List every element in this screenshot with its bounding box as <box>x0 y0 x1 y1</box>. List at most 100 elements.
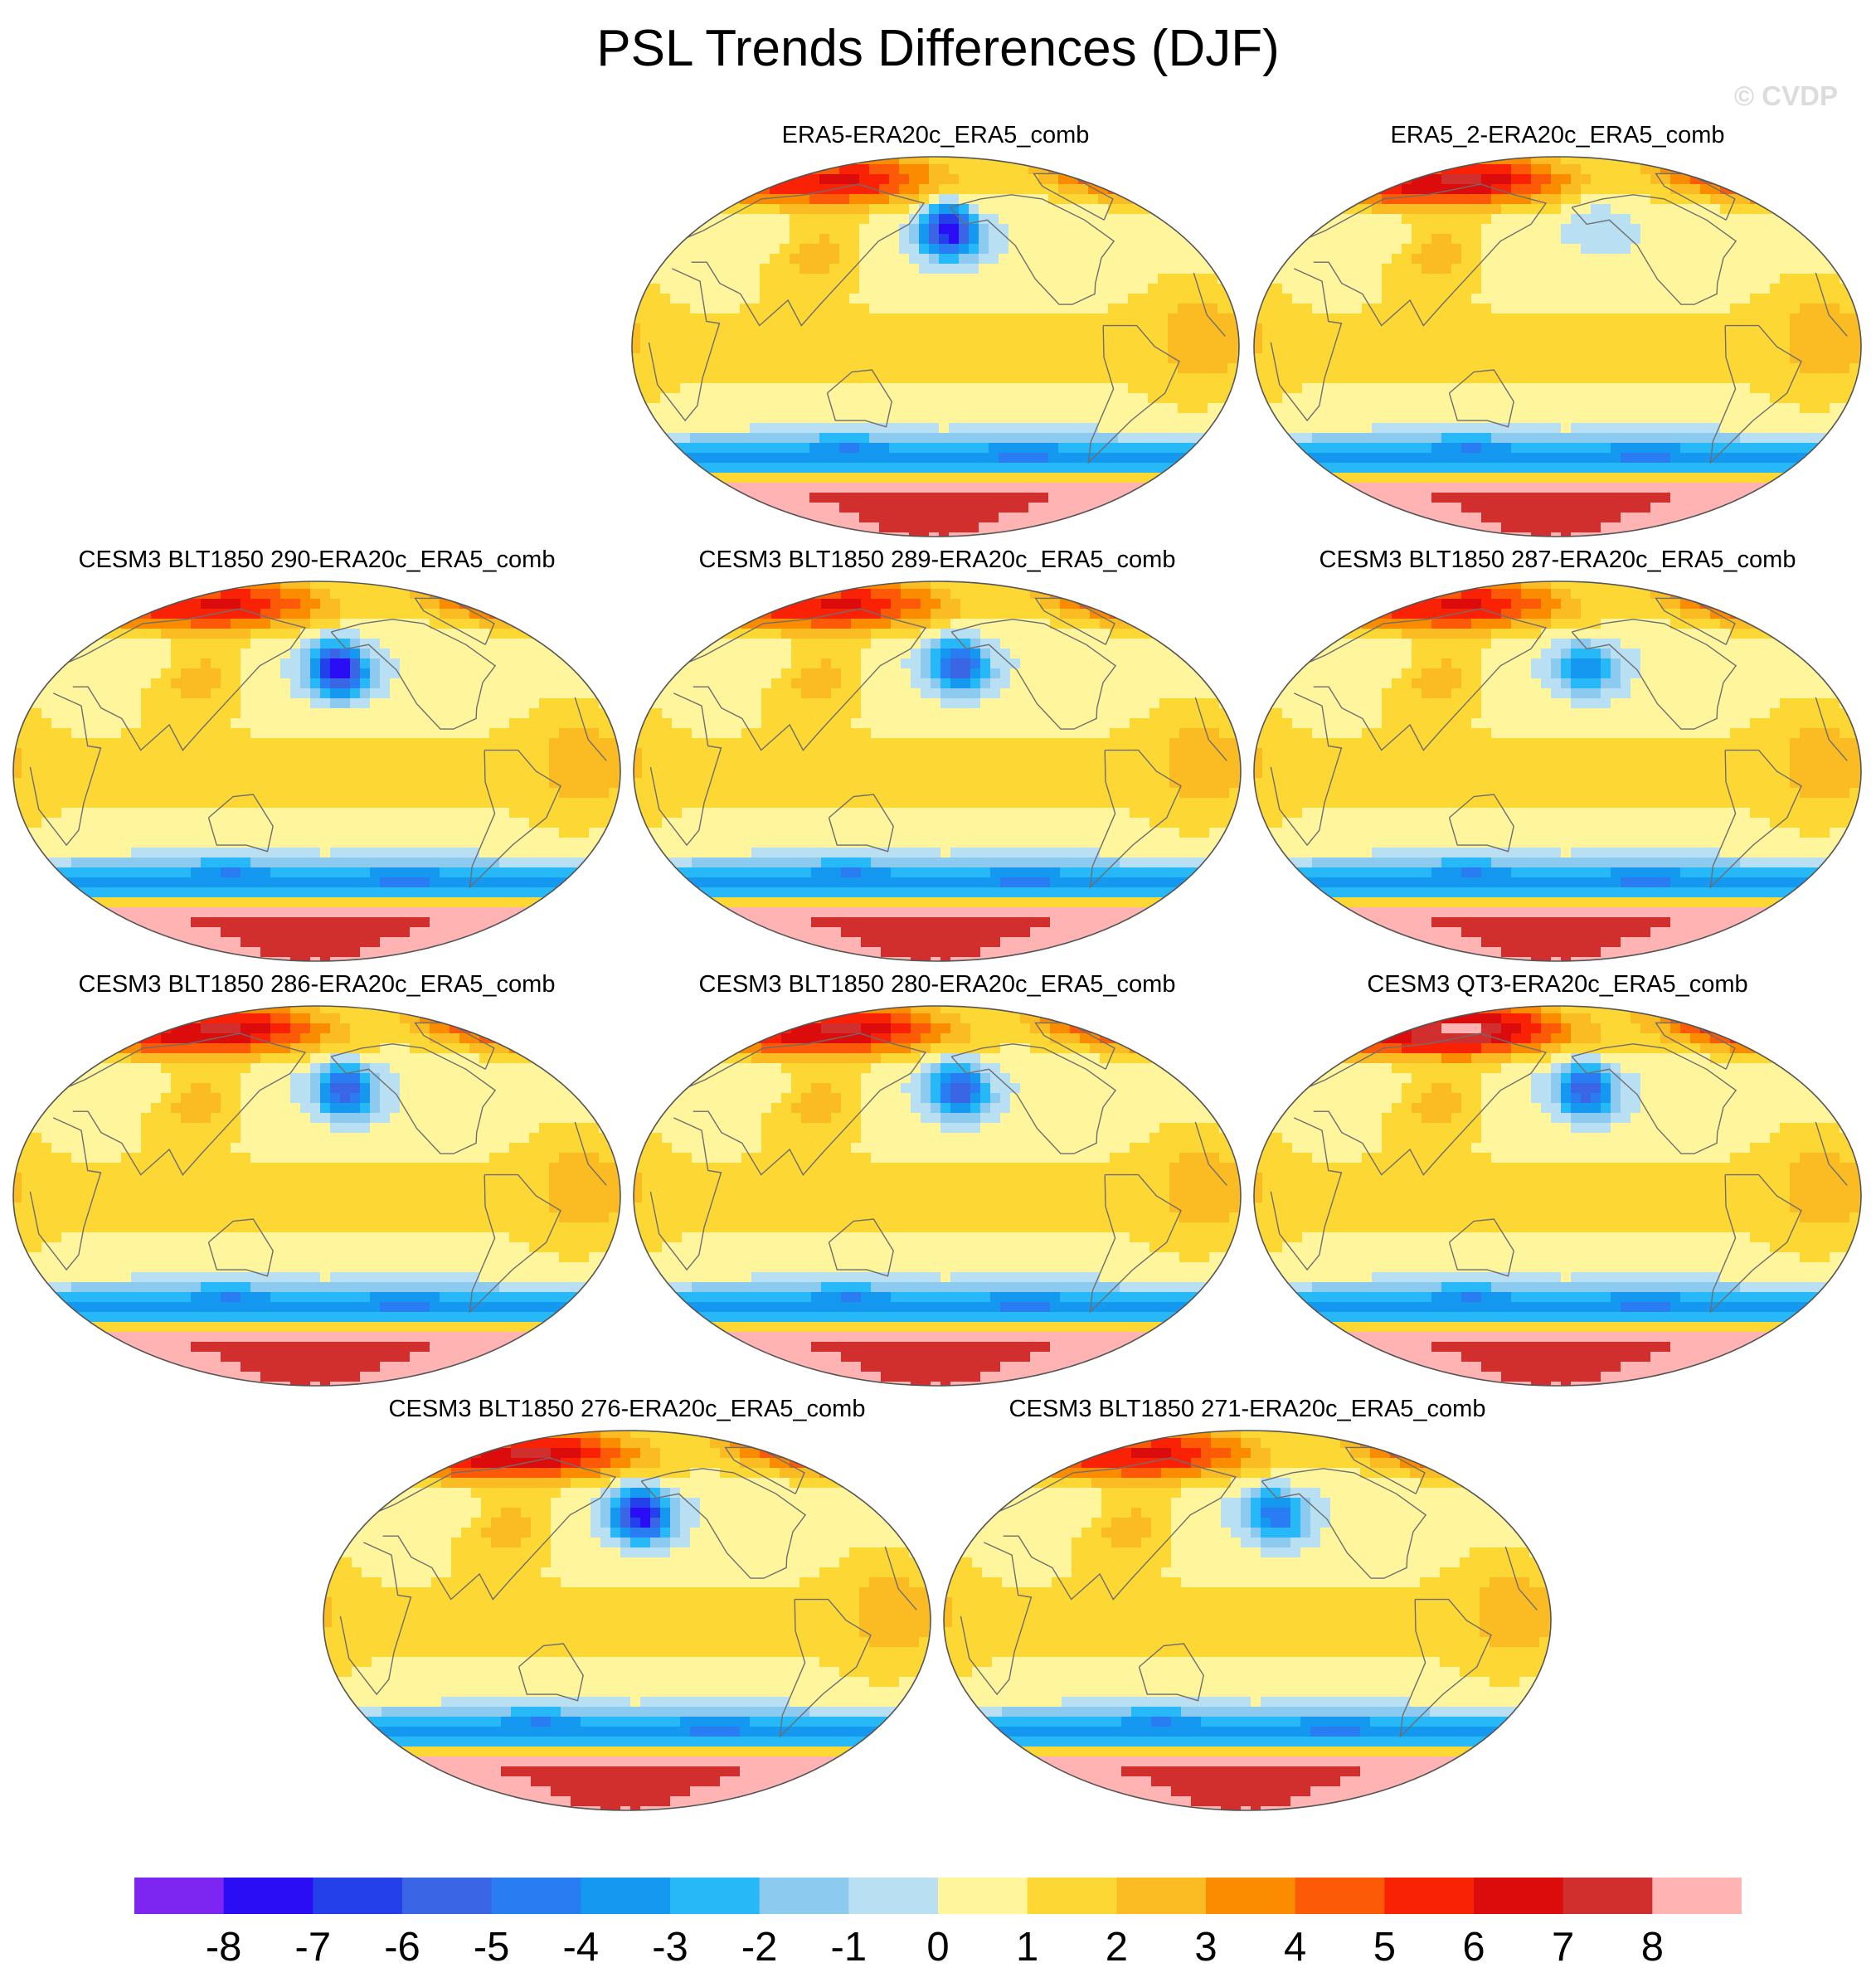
field-cell <box>809 443 820 454</box>
field-cell <box>231 728 241 739</box>
field-cell <box>959 274 970 284</box>
field-cell <box>1198 423 1208 434</box>
field-cell <box>370 589 381 600</box>
field-cell <box>300 581 311 590</box>
field-cell <box>589 698 600 709</box>
field-cell <box>1640 174 1651 185</box>
field-cell <box>989 463 999 474</box>
field-cell <box>979 453 989 464</box>
field-cell <box>1680 343 1691 354</box>
field-cell <box>929 313 940 324</box>
field-cell <box>131 688 142 699</box>
field-cell <box>260 718 271 729</box>
field-cell <box>680 373 691 384</box>
field-cell <box>260 668 271 679</box>
field-cell <box>1810 353 1820 364</box>
field-cell <box>879 363 890 374</box>
field-cell <box>1372 224 1383 235</box>
field-cell <box>1262 363 1273 374</box>
field-cell <box>929 294 940 304</box>
field-cell <box>999 393 1009 404</box>
field-cell <box>790 234 800 245</box>
field-cell <box>1028 453 1039 464</box>
field-cell <box>1158 224 1169 235</box>
field-cell <box>101 688 112 699</box>
field-cell <box>559 768 570 779</box>
field-cell <box>280 688 291 699</box>
field-cell <box>1198 343 1208 354</box>
field-cell <box>1441 413 1452 424</box>
field-cell <box>499 678 510 689</box>
field-cell <box>191 708 202 719</box>
field-cell <box>1108 284 1119 294</box>
field-cell <box>1571 184 1582 195</box>
field-cell <box>1551 294 1562 304</box>
field-cell <box>1511 453 1522 464</box>
field-cell <box>1118 383 1129 394</box>
field-cell <box>1138 214 1149 225</box>
field-cell <box>1830 403 1840 414</box>
field-cell <box>660 264 671 274</box>
field-cell <box>1342 363 1353 374</box>
field-cell <box>1138 353 1149 364</box>
field-cell <box>1332 284 1343 294</box>
field-cell <box>1272 323 1283 334</box>
field-cell <box>1521 403 1532 414</box>
field-cell <box>809 284 820 294</box>
field-cell <box>780 333 790 344</box>
field-cell <box>969 174 979 185</box>
field-cell <box>1431 284 1442 294</box>
field-cell <box>270 698 281 709</box>
field-cell <box>969 483 979 493</box>
field-cell <box>1422 214 1432 225</box>
field-cell <box>949 403 960 414</box>
field-cell <box>740 323 751 334</box>
field-cell <box>1148 383 1159 394</box>
field-cell <box>1551 493 1562 503</box>
field-cell <box>1441 274 1452 284</box>
field-cell <box>1501 453 1512 464</box>
field-cell <box>1382 413 1392 424</box>
field-cell <box>1392 204 1402 215</box>
field-cell <box>1541 373 1552 384</box>
field-cell <box>1621 244 1631 255</box>
field-cell <box>1412 333 1422 344</box>
field-cell <box>1700 453 1711 464</box>
field-cell <box>819 284 830 294</box>
field-cell <box>660 413 671 424</box>
field-cell <box>790 254 800 265</box>
field-cell <box>1322 383 1333 394</box>
field-cell <box>1561 333 1572 344</box>
field-cell <box>809 373 820 384</box>
field-cell <box>370 738 381 749</box>
field-cell <box>241 658 251 669</box>
field-cell <box>380 629 391 639</box>
field-cell <box>1571 284 1582 294</box>
field-cell <box>730 383 741 394</box>
field-cell <box>141 758 152 769</box>
field-cell <box>1561 433 1572 444</box>
field-cell <box>1058 274 1069 284</box>
field-cell <box>151 619 162 629</box>
field-cell <box>949 443 960 454</box>
field-cell <box>919 453 930 464</box>
field-cell <box>1352 194 1363 205</box>
field-cell <box>290 708 301 719</box>
field-cell <box>869 373 880 384</box>
field-cell <box>969 284 979 294</box>
field-cell <box>300 748 311 759</box>
field-cell <box>869 463 880 474</box>
field-cell <box>730 224 741 235</box>
field-cell <box>450 668 460 679</box>
field-cell <box>1541 513 1552 523</box>
field-cell <box>360 639 371 649</box>
field-cell <box>340 649 351 659</box>
field-cell <box>1108 403 1119 414</box>
field-cell <box>799 503 810 513</box>
field-cell <box>260 599 271 610</box>
field-cell <box>1521 373 1532 384</box>
field-cell <box>1840 383 1850 394</box>
field-cell <box>929 194 940 205</box>
field-cell <box>1128 343 1139 354</box>
field-cell <box>839 433 850 444</box>
